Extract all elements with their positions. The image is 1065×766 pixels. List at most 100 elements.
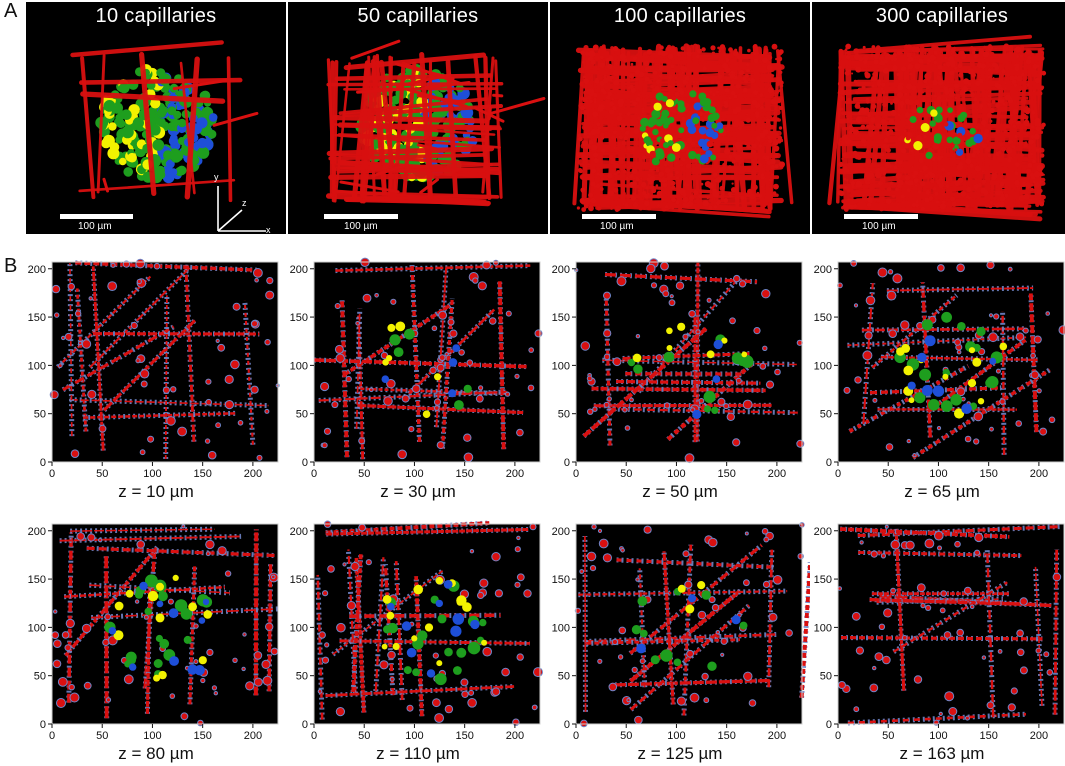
capillary-fragment [908, 127, 911, 130]
blob [733, 439, 740, 446]
blob [272, 575, 275, 579]
capillary-fragment [932, 80, 938, 86]
capillary-fragment [841, 157, 844, 160]
blob [111, 263, 115, 267]
capillary-fragment [688, 195, 695, 201]
capillary-fragment [590, 59, 596, 65]
cell [163, 150, 173, 161]
blob [206, 399, 211, 405]
blob [483, 261, 490, 269]
blob [251, 386, 258, 393]
green-cell [437, 614, 447, 624]
capillary-fragment [1014, 171, 1019, 176]
capillary-fragment [615, 205, 622, 212]
blob [640, 659, 645, 663]
plot-frame [575, 261, 803, 463]
capillary-fragment [931, 156, 936, 162]
capillary [138, 51, 157, 196]
blob [775, 369, 780, 375]
cell [663, 123, 669, 129]
capillary-fragment [678, 133, 681, 136]
capillary-fragment [846, 117, 850, 121]
scale-bar-label: 100 µm [78, 221, 112, 232]
blob [65, 333, 72, 340]
capillary-fragment [1020, 98, 1027, 105]
blob [254, 269, 262, 277]
blob [265, 409, 269, 413]
capillary-fragment [950, 131, 955, 136]
blob [964, 587, 971, 594]
capillary-fragment [729, 73, 736, 79]
capillary-fragment [945, 98, 948, 100]
panel-a-letter: A [4, 0, 18, 22]
capillary-fragment [703, 115, 708, 120]
blob [53, 660, 61, 668]
capillary-fragment [589, 99, 593, 104]
capillary-fragment [1012, 124, 1017, 129]
capillary-fragment [844, 70, 850, 76]
capillary-fragment [1027, 162, 1033, 168]
capillary-fragment [904, 92, 908, 96]
capillary-fragment [926, 62, 929, 65]
blob [492, 553, 500, 561]
yellow-cell [697, 581, 706, 590]
capillary-fragment [980, 63, 986, 69]
scale-bar [324, 214, 398, 219]
blob [390, 677, 394, 681]
capillary-network [70, 40, 259, 203]
blob [336, 354, 344, 362]
blob [517, 536, 520, 540]
capillary-fragment [863, 170, 866, 173]
blob [99, 425, 106, 432]
capillary-fragment [726, 130, 729, 133]
blob [1034, 336, 1041, 343]
blob [66, 619, 74, 627]
capillary-fragment [580, 187, 586, 193]
capillary-fragment [771, 43, 778, 50]
capillary-fragment [865, 72, 869, 76]
capillary-fragment [995, 151, 1000, 157]
capillary [339, 180, 400, 194]
capillary-fragment [853, 204, 858, 209]
blob [205, 439, 210, 443]
capillary-fragment [654, 141, 658, 146]
capillary-fragment [608, 154, 614, 160]
capillary-fragment [773, 145, 780, 152]
yellow-cell [908, 397, 915, 404]
capillary-fragment [882, 102, 887, 108]
cell [687, 125, 697, 134]
blob [71, 450, 79, 457]
blob [246, 682, 254, 690]
green-cell [639, 629, 648, 638]
cell [952, 136, 961, 145]
cell [118, 157, 127, 166]
capillary-fragment [608, 109, 615, 115]
cell [118, 84, 127, 93]
capillary-fragment [989, 107, 995, 114]
blob [319, 632, 325, 638]
capillary-fragment [637, 93, 641, 97]
capillary-fragment [758, 194, 763, 199]
blob [913, 454, 916, 457]
capillary-fragment [757, 173, 760, 176]
blob [979, 349, 985, 355]
blob [709, 538, 717, 547]
capillary-fragment [920, 206, 925, 211]
blob [855, 377, 861, 383]
capillary-fragment [778, 106, 783, 110]
capillary-fragment [876, 101, 879, 105]
blob [878, 268, 887, 277]
x-tick-label: 200 [506, 730, 524, 742]
blob [588, 409, 593, 414]
capillary-fragment [586, 135, 590, 139]
blob [409, 427, 414, 432]
capillary-fragment [882, 91, 886, 95]
capillary-fragment [1032, 90, 1036, 93]
capillary-fragment [992, 77, 995, 79]
capillary-fragment [891, 194, 896, 198]
blob [52, 632, 59, 638]
blue-cell [381, 375, 390, 383]
yellow-cell [677, 322, 686, 331]
